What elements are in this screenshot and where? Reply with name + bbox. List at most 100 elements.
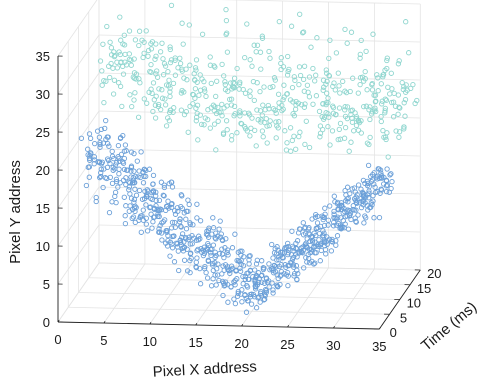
scatter-point <box>132 173 139 180</box>
scatter-point <box>321 84 327 90</box>
scatter-point <box>222 79 228 85</box>
scatter-point <box>156 86 162 92</box>
scatter-point <box>172 208 178 214</box>
scatter-point <box>205 232 211 238</box>
scatter-point <box>168 2 175 9</box>
scatter-point <box>104 23 110 30</box>
scatter-point <box>116 166 122 172</box>
scatter-point <box>132 186 138 192</box>
scatter-point <box>102 125 108 132</box>
scatter-point <box>202 88 208 94</box>
scatter-point <box>97 58 104 64</box>
scatter-point <box>187 62 193 68</box>
scatter-point <box>203 231 210 237</box>
scatter-point <box>303 118 309 124</box>
scatter-point <box>331 211 337 217</box>
scatter-point <box>285 53 291 60</box>
scatter-point <box>107 39 113 45</box>
scatter-point <box>389 86 395 92</box>
scatter-point <box>357 75 364 81</box>
scatter-point <box>219 251 226 257</box>
scatter-point <box>216 109 222 115</box>
scatter-point <box>172 57 178 63</box>
scatter-point <box>320 126 326 133</box>
scatter-point <box>261 84 267 90</box>
scatter-point <box>160 192 166 198</box>
grid-line <box>218 0 421 5</box>
scatter-point <box>189 241 195 247</box>
scatter-point <box>131 196 138 203</box>
scatter-point <box>143 221 149 227</box>
scatter-point <box>97 173 104 180</box>
scatter-point <box>380 71 387 78</box>
scatter-point <box>231 296 237 302</box>
scatter-point <box>374 72 380 78</box>
scatter-point <box>387 172 393 178</box>
scatter-point <box>320 87 326 93</box>
scatter-point <box>123 203 129 209</box>
scatter-point <box>117 14 123 20</box>
scatter-point <box>144 228 151 234</box>
scatter-point <box>401 100 407 106</box>
scatter-point <box>231 113 237 119</box>
scatter-point <box>126 56 133 63</box>
scatter-point <box>283 244 290 251</box>
scatter-point <box>366 188 372 194</box>
scatter-point <box>116 49 122 55</box>
scatter-point <box>250 292 257 298</box>
scatter-point <box>340 78 346 85</box>
scatter-point <box>145 47 152 54</box>
scatter-point <box>279 102 285 109</box>
scatter-point <box>139 196 146 202</box>
scatter-point <box>382 108 388 114</box>
scatter-point <box>381 181 387 187</box>
scatter-point <box>167 93 173 100</box>
scatter-point <box>86 164 93 170</box>
scatter-point <box>331 219 337 226</box>
scatter-point <box>195 237 202 243</box>
scatter-point <box>307 238 313 244</box>
scatter-point <box>342 26 348 33</box>
scatter-point <box>187 257 193 264</box>
scatter-point <box>169 245 176 251</box>
scatter-point <box>316 108 323 115</box>
scatter-point <box>116 171 122 177</box>
scatter-point <box>306 74 313 80</box>
scatter-point <box>140 207 146 213</box>
scatter-point <box>207 62 214 68</box>
scatter-point <box>153 189 159 195</box>
scatter-point <box>166 118 173 124</box>
scatter-point <box>342 88 348 94</box>
scatter-point <box>336 83 342 89</box>
scatter-point <box>141 50 147 56</box>
scatter-point <box>98 170 104 176</box>
scatter-point <box>336 126 342 133</box>
scatter-point <box>306 260 313 266</box>
scatter-point <box>214 266 220 272</box>
scatter-point <box>287 125 294 131</box>
scatter-point <box>113 176 120 182</box>
scatter-point <box>322 205 328 211</box>
scatter-point <box>167 89 173 95</box>
scatter-point <box>301 63 308 69</box>
scatter-point <box>253 272 260 279</box>
scatter-point <box>291 273 297 279</box>
scatter-point <box>109 180 116 187</box>
scatter-point <box>316 237 322 243</box>
z-tick-label: 10 <box>407 296 421 311</box>
scatter-point <box>123 181 129 188</box>
scatter-point <box>148 46 155 52</box>
scatter-point <box>366 107 372 113</box>
scatter-point <box>113 199 119 206</box>
scatter-point <box>121 148 128 154</box>
scatter-point <box>193 237 200 243</box>
scatter-point <box>127 92 133 98</box>
scatter-point <box>215 118 221 124</box>
scatter-point <box>357 55 363 61</box>
scatter-point <box>229 245 236 251</box>
scatter-point <box>197 112 203 118</box>
scatter-point <box>155 213 161 219</box>
scatter-point <box>266 122 272 129</box>
x-tick-mark <box>333 326 335 329</box>
scatter-point <box>367 134 373 141</box>
